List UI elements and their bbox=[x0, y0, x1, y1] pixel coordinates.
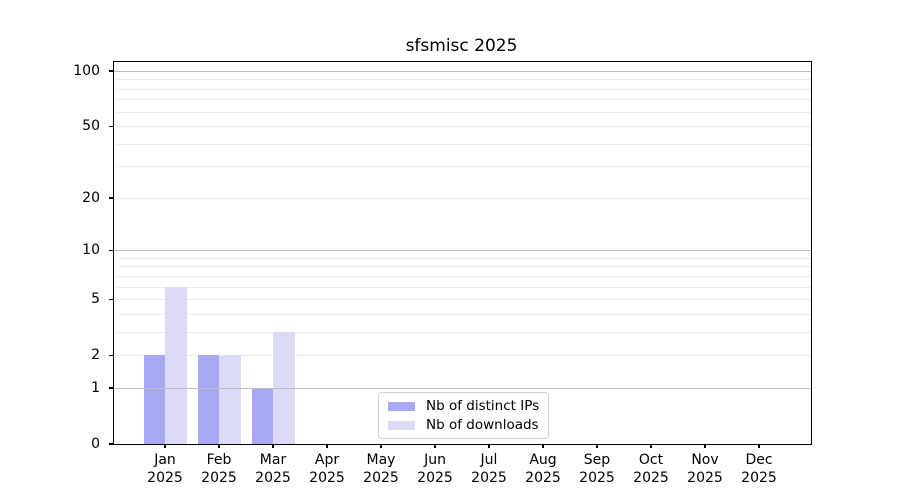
y-tick-mark bbox=[108, 197, 113, 199]
gridline-minor bbox=[114, 355, 811, 357]
gridline-minor bbox=[114, 79, 811, 81]
y-tick-label: 10 bbox=[82, 242, 100, 259]
y-tick-label: 1 bbox=[91, 379, 100, 396]
gridline-minor bbox=[114, 313, 811, 315]
y-tick-mark bbox=[108, 387, 113, 389]
x-tick-mark bbox=[326, 444, 328, 448]
plot-area: 0 1 2 5 10 20 50 100 Jan 2025 Feb 2025 Mar 2025 Apr… bbox=[73, 61, 812, 486]
legend: Nb of distinct IPs Nb of downloads bbox=[378, 392, 550, 439]
legend-label-downloads: Nb of downloads bbox=[426, 417, 539, 433]
legend-row-downloads: Nb of downloads bbox=[388, 417, 539, 433]
gridline-minor bbox=[114, 257, 811, 259]
x-tick-mark bbox=[650, 444, 652, 448]
x-tick-label: Jan 2025 bbox=[147, 452, 183, 486]
y-tick-label: 0 bbox=[91, 436, 100, 452]
y-tick-mark bbox=[108, 125, 113, 127]
gridline-minor bbox=[114, 143, 811, 145]
x-tick-mark bbox=[542, 444, 544, 448]
x-tick-label: Aug 2025 bbox=[525, 452, 561, 486]
y-tick-label: 5 bbox=[91, 291, 100, 308]
bar-distinct-ips bbox=[143, 355, 165, 444]
gridline-minor bbox=[114, 299, 811, 301]
y-tick-mark bbox=[108, 443, 113, 445]
x-tick-mark bbox=[380, 444, 382, 448]
gridline-minor bbox=[114, 275, 811, 277]
x-tick-label: Oct 2025 bbox=[633, 452, 669, 486]
legend-label-distinct-ips: Nb of distinct IPs bbox=[426, 398, 540, 414]
x-tick-label: Feb 2025 bbox=[201, 452, 237, 486]
x-tick-mark bbox=[704, 444, 706, 448]
x-tick-label: Nov 2025 bbox=[687, 452, 723, 486]
x-tick-mark bbox=[488, 444, 490, 448]
gridline-minor bbox=[114, 111, 811, 113]
x-tick-mark bbox=[272, 444, 274, 448]
x-tick-mark bbox=[164, 444, 166, 448]
x-tick-label: May 2025 bbox=[363, 452, 399, 486]
x-tick-label: Dec 2025 bbox=[741, 452, 777, 486]
gridline-major bbox=[114, 250, 811, 252]
y-tick-mark bbox=[108, 298, 113, 300]
x-tick-mark bbox=[218, 444, 220, 448]
y-tick-mark bbox=[108, 354, 113, 356]
y-tick-label: 100 bbox=[73, 63, 100, 79]
x-tick-mark bbox=[758, 444, 760, 448]
x-tick-label: Jul 2025 bbox=[471, 452, 507, 486]
gridline-minor bbox=[114, 197, 811, 199]
gridline-minor bbox=[114, 331, 811, 333]
y-tick-label: 50 bbox=[82, 118, 100, 135]
legend-row-distinct-ips: Nb of distinct IPs bbox=[388, 398, 539, 414]
gridline-minor bbox=[114, 286, 811, 288]
bar-distinct-ips bbox=[251, 387, 273, 444]
gridline-minor bbox=[114, 99, 811, 101]
legend-swatch-distinct-ips bbox=[388, 401, 415, 411]
bar-downloads bbox=[165, 286, 187, 444]
gridline-major bbox=[114, 71, 811, 72]
bar-downloads bbox=[219, 355, 241, 444]
x-tick-mark bbox=[434, 444, 436, 448]
gridline-minor bbox=[114, 88, 811, 90]
gridline-minor bbox=[114, 166, 811, 168]
x-tick-label: Apr 2025 bbox=[309, 452, 345, 486]
gridline-minor bbox=[114, 266, 811, 268]
y-tick-mark bbox=[108, 249, 113, 251]
x-tick-mark bbox=[596, 444, 598, 448]
x-tick-label: Sep 2025 bbox=[579, 452, 615, 486]
y-tick-label: 20 bbox=[82, 189, 100, 206]
x-tick-label: Mar 2025 bbox=[255, 452, 291, 486]
y-tick-label: 2 bbox=[91, 347, 100, 364]
legend-swatch-downloads bbox=[388, 420, 415, 430]
y-tick-mark bbox=[108, 70, 113, 72]
bar-distinct-ips bbox=[197, 355, 219, 444]
x-tick-label: Jun 2025 bbox=[417, 452, 453, 486]
gridline-minor bbox=[114, 126, 811, 128]
chart-title: sfsmisc 2025 bbox=[405, 36, 518, 56]
gridline-major bbox=[114, 387, 811, 389]
